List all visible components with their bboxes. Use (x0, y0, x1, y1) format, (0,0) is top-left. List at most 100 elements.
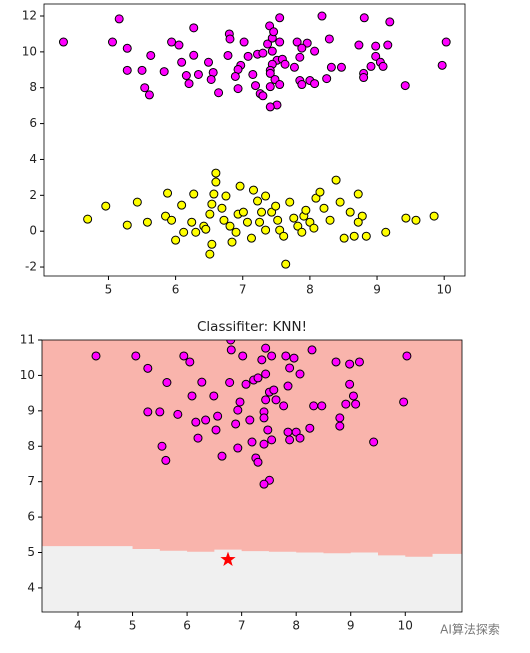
point (271, 395, 281, 405)
point (369, 437, 379, 447)
point (311, 193, 321, 203)
point (239, 37, 249, 47)
point (335, 413, 345, 423)
point (366, 61, 376, 71)
point (331, 175, 341, 185)
point (400, 81, 410, 91)
point (209, 189, 219, 199)
point (359, 13, 369, 23)
point (301, 205, 311, 215)
x-tick-label: 4 (74, 619, 82, 633)
point (184, 79, 194, 89)
point (187, 391, 197, 401)
point (191, 417, 201, 427)
point (211, 425, 221, 435)
point (295, 52, 305, 62)
point (281, 259, 291, 269)
point (122, 220, 132, 230)
point (257, 355, 267, 365)
point (233, 443, 243, 453)
point (385, 17, 395, 27)
point (279, 231, 289, 241)
point (295, 369, 305, 379)
point (122, 43, 132, 53)
point (235, 181, 245, 191)
point (310, 46, 320, 56)
point (345, 359, 355, 369)
point (58, 37, 68, 47)
point (354, 357, 364, 367)
point (248, 69, 258, 79)
point (307, 345, 317, 355)
point (246, 233, 256, 243)
point (227, 237, 237, 247)
point (226, 345, 236, 355)
point (275, 80, 285, 90)
point (310, 79, 320, 89)
y-tick-label: 2 (29, 188, 37, 202)
point (275, 13, 285, 23)
y-tick-label: 10 (22, 44, 37, 58)
point (140, 83, 150, 93)
point (146, 50, 156, 60)
point (281, 351, 291, 361)
point (359, 73, 369, 83)
point (201, 224, 211, 234)
point (354, 40, 364, 50)
point (179, 227, 189, 237)
x-tick-label: 9 (347, 619, 355, 633)
point (335, 197, 345, 207)
y-tick-label: 12 (22, 9, 37, 23)
point (238, 351, 248, 361)
point (339, 233, 349, 243)
point (319, 203, 329, 213)
point (144, 90, 154, 100)
axes-frame (43, 3, 466, 277)
point (297, 43, 307, 53)
point (214, 88, 224, 98)
point (383, 40, 393, 50)
point (267, 207, 277, 217)
point (289, 353, 299, 363)
point (179, 351, 189, 361)
point (143, 407, 153, 417)
point (162, 378, 172, 387)
point (269, 27, 279, 37)
point (177, 57, 187, 67)
point (174, 40, 184, 50)
y-tick-label: 9 (27, 403, 35, 417)
point (348, 391, 358, 401)
point (402, 351, 412, 361)
point (207, 239, 217, 249)
point (273, 215, 283, 225)
point (233, 84, 243, 94)
point (317, 11, 327, 21)
point (295, 433, 305, 443)
point (267, 435, 277, 445)
x-tick-label: 7 (238, 619, 246, 633)
point (226, 340, 236, 345)
point (132, 197, 142, 207)
point (305, 423, 315, 433)
x-tick-label: 10 (398, 619, 413, 633)
point (261, 369, 271, 379)
point (191, 227, 201, 237)
point (211, 168, 221, 178)
point (177, 200, 187, 210)
point (261, 395, 271, 405)
point (248, 185, 258, 195)
y-tick-label: 5 (27, 545, 35, 559)
point (259, 479, 269, 489)
point (293, 221, 303, 231)
x-tick-label: 5 (105, 283, 113, 297)
point (345, 379, 355, 389)
plot-area (58, 11, 451, 269)
point (265, 82, 275, 92)
point (271, 201, 281, 211)
point (267, 46, 277, 56)
point (353, 189, 363, 199)
axes-frame (41, 339, 463, 613)
point (309, 223, 319, 233)
point (157, 441, 167, 451)
point (331, 357, 341, 367)
